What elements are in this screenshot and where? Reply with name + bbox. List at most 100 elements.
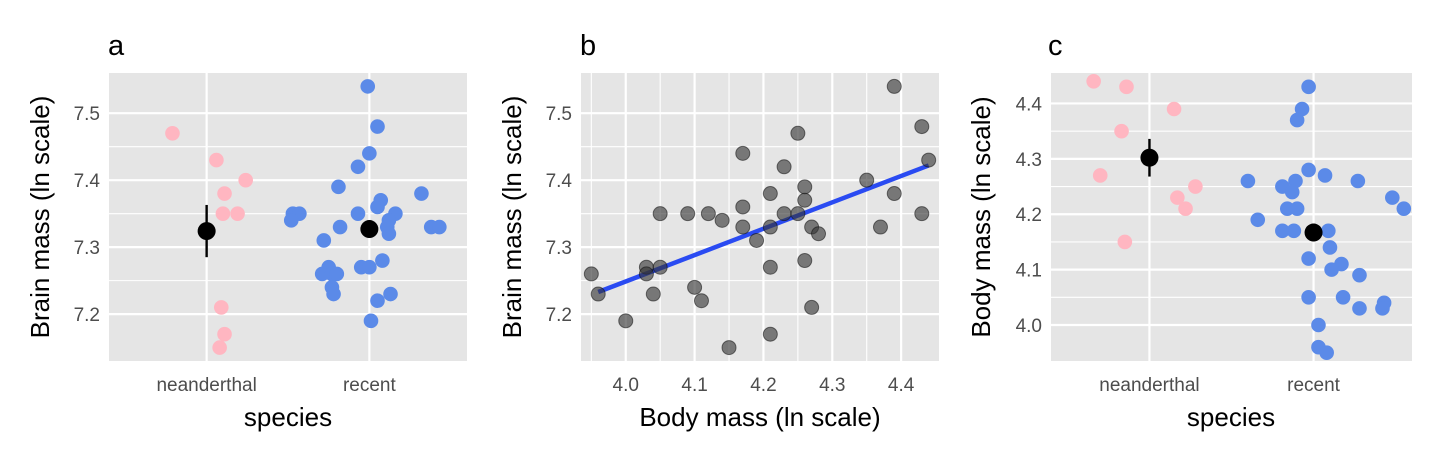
b-point [797,179,813,195]
c-mean-point-neanderthal [1140,148,1159,167]
c-x-tick-label: neanderthal [1099,375,1199,396]
b-point [804,299,820,315]
b-point [914,119,930,135]
b-point [618,313,634,329]
panel-b-y-axis-title: Brain mass (ln scale) [497,96,527,339]
b-point [886,78,902,94]
panel-c-y-tick-labels: 4.0 4.1 4.2 4.3 4.4 [1016,94,1043,337]
a-point-recent [363,313,379,329]
c-point-neanderthal [1119,79,1134,95]
b-point [790,206,806,222]
c-point-neanderthal [1114,123,1129,139]
panel-a-points [165,79,447,355]
a-point-recent [362,259,377,275]
panel-c-x-tick-labels: neanderthal recent [1099,375,1340,396]
panel-a-tag: a [108,30,125,62]
b-y-tick-label: 7.2 [546,305,572,326]
b-point [680,206,696,222]
c-y-tick-label: 4.0 [1016,316,1042,337]
c-point-recent [1301,162,1316,178]
panel-c-x-axis-title: species [1187,402,1275,432]
c-point-recent [1317,168,1333,183]
a-point-recent [350,159,366,175]
b-point [776,206,792,222]
a-point-neanderthal [213,300,229,315]
panel-a-x-tick-labels: neanderthal recent [156,375,396,396]
a-point-neanderthal [230,206,245,221]
c-point-recent [1322,240,1338,255]
panel-a-y-tick-labels: 7.2 7.3 7.4 7.5 [74,104,101,326]
c-point-recent [1240,173,1256,189]
b-point [735,219,751,235]
c-point-recent [1396,201,1412,216]
c-y-tick-label: 4.3 [1016,150,1042,171]
b-point [700,206,716,222]
b-point [721,340,737,356]
b-point [652,259,668,275]
a-mean-point-neanderthal [197,222,216,241]
b-point [797,192,813,208]
panel-a-summary [197,204,379,258]
panel-c: c 4.0 4.1 4.2 4.3 4.4 neanderthal recent spec… [966,30,1412,432]
panel-c-plot-background [1051,73,1412,361]
b-point [886,186,902,202]
c-point-recent [1324,262,1339,277]
a-point-recent [332,219,348,235]
b-point [776,159,792,175]
panel-a-y-axis-title: Brain mass (ln scale) [25,96,55,339]
c-point-recent [1294,101,1310,117]
b-point [811,226,827,242]
a-x-tick-label: recent [343,375,397,396]
a-point-recent [370,293,385,309]
a-point-recent [383,286,398,302]
panel-a: a 7.2 7.3 7.4 7.5 neanderthal recent species… [25,30,467,432]
a-point-recent [316,233,332,248]
c-point-recent [1301,251,1316,266]
panel-b-points [583,78,937,356]
panel-c-summary [1140,138,1323,242]
b-point [735,199,751,215]
c-point-recent [1288,173,1303,189]
b-point [693,293,709,309]
a-point-neanderthal [165,125,180,141]
b-y-tick-label: 7.4 [546,171,573,192]
c-point-recent [1289,201,1305,216]
panel-b-grid [581,73,939,361]
c-point-recent [1250,212,1266,228]
a-point-neanderthal [217,326,232,342]
panel-b-y-tick-labels: 7.2 7.3 7.4 7.5 [546,104,573,326]
b-point [652,206,668,222]
b-point [762,326,778,342]
a-point-recent [375,253,390,268]
c-point-recent [1385,190,1400,205]
b-x-tick-label: 4.1 [681,375,707,396]
a-point-recent [331,179,346,195]
b-point [762,186,778,202]
panel-b: b 7.2 7.3 7.4 7.5 4.0 4.1 4.2 4.3 4.4 Body mass… [497,30,939,432]
a-point-recent [370,119,385,134]
b-x-tick-label: 4.3 [819,375,845,396]
b-point [790,125,806,141]
a-point-recent [360,79,376,94]
a-point-recent [381,226,397,242]
a-y-tick-label: 7.2 [74,305,100,326]
c-point-recent [1289,112,1305,128]
a-mean-point-recent [360,220,379,239]
a-y-tick-label: 7.5 [74,104,100,125]
a-point-recent [326,286,341,302]
c-point-recent [1275,223,1290,239]
c-point-neanderthal [1092,168,1108,183]
b-point [714,212,730,228]
b-point [762,219,778,235]
a-y-tick-label: 7.3 [74,238,100,259]
c-point-recent [1319,345,1334,360]
c-point-recent [1311,317,1326,333]
b-y-tick-label: 7.3 [546,238,572,259]
b-point [762,259,778,275]
panel-b-plot-background [581,73,939,361]
b-point [583,266,599,282]
c-point-recent [1335,290,1351,305]
b-x-tick-label: 4.0 [613,375,639,396]
b-point [859,172,875,188]
c-point-recent [1352,267,1367,283]
